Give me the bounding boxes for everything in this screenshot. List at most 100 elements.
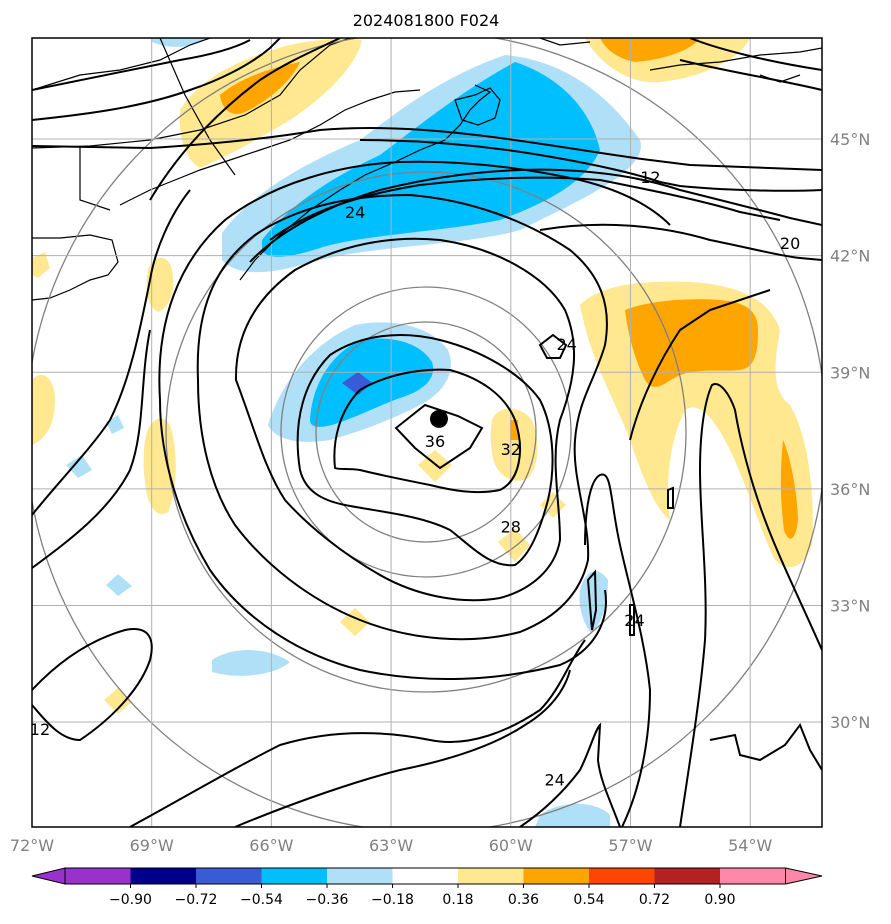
contour-label: 20 <box>780 234 800 253</box>
x-tick-label: 69°W <box>130 836 174 855</box>
chart-title: 2024081800 F024 <box>353 11 500 30</box>
colorbar-tick-label: −0.18 <box>371 892 414 908</box>
contour-line <box>234 237 575 602</box>
colorbar-segment <box>261 868 328 884</box>
contour-label: 24 <box>556 335 576 354</box>
colorbar-tick-label: −0.90 <box>109 892 152 908</box>
x-tick-label: 54°W <box>728 836 772 855</box>
contour-line <box>32 39 251 91</box>
contour-line <box>296 334 554 567</box>
negative-shading <box>66 455 92 478</box>
contour-label: 36 <box>425 432 445 451</box>
contour-line <box>538 333 568 359</box>
coastline <box>539 38 591 46</box>
colorbar-extend-high <box>785 867 823 885</box>
y-tick-label: 30°N <box>830 713 870 732</box>
contour-line <box>519 722 621 827</box>
colorbar-tick-label: 0.72 <box>639 892 670 908</box>
coastline <box>32 38 351 149</box>
contour-line <box>359 139 822 192</box>
contour-label: 12 <box>30 720 50 739</box>
positive-shading <box>220 62 300 115</box>
colorbar-tick-label: −0.72 <box>175 892 218 908</box>
contour-line <box>149 38 341 201</box>
colorbar-tick-label: 0.54 <box>573 892 604 908</box>
border <box>79 146 111 211</box>
y-tick-label: 39°N <box>830 363 870 382</box>
range-ring <box>280 286 572 578</box>
contour-labels: 12 20 24 24 24 24 36 32 28 12 <box>30 168 800 789</box>
contour-label: 32 <box>501 440 521 459</box>
coastline <box>454 87 501 126</box>
contour-line <box>32 189 191 516</box>
contours <box>32 38 822 827</box>
storm-center-marker <box>429 409 448 428</box>
contour-line <box>679 383 822 827</box>
colorbar-extend-low <box>31 867 66 885</box>
x-tick-label: 72°W <box>10 836 54 855</box>
colorbar-segment <box>523 868 590 884</box>
coastline <box>32 38 211 91</box>
positive-shading <box>490 408 538 481</box>
coastline <box>32 234 119 301</box>
negative-shading <box>106 574 132 596</box>
colorbar-tick-label: −0.36 <box>306 892 349 908</box>
contour-line <box>158 160 671 401</box>
contour-label: 12 <box>640 168 660 187</box>
range-ring <box>315 321 537 543</box>
x-axis-ticks: 72°W 69°W 66°W 63°W 60°W 57°W 54°W <box>10 836 773 855</box>
positive-shading <box>32 252 50 278</box>
x-tick-label: 66°W <box>249 836 293 855</box>
contour-line <box>333 368 521 494</box>
colorbar-tick-label: 0.36 <box>508 892 539 908</box>
positive-shading <box>600 38 700 62</box>
colorbar-segment <box>589 868 655 884</box>
contour-label: 24 <box>624 611 644 630</box>
positive-shading <box>780 440 798 539</box>
contour-line <box>32 329 151 569</box>
contour-line <box>394 403 484 470</box>
colorbar-segment <box>720 868 786 884</box>
contour-line <box>709 722 822 771</box>
contour-line <box>32 127 822 171</box>
positive-shading <box>146 257 174 312</box>
contour-line <box>32 628 153 742</box>
colorbar-segment <box>458 868 524 884</box>
colorbar-frame <box>64 867 786 885</box>
contour-line <box>586 569 598 631</box>
contour-line <box>129 639 586 827</box>
map-area: 12 20 24 24 24 24 36 32 28 12 <box>30 38 822 827</box>
contour-label: 24 <box>544 770 564 789</box>
colorbar-tick-label: 0.90 <box>704 892 735 908</box>
negative-shading <box>310 338 434 427</box>
negative-shading <box>535 803 610 827</box>
range-ring <box>165 171 687 693</box>
positive-shading <box>32 374 55 445</box>
negative-shading <box>579 571 608 632</box>
border <box>159 38 236 176</box>
negative-shading <box>212 650 290 676</box>
x-tick-label: 57°W <box>608 836 652 855</box>
colorbar-tick-label: −0.54 <box>240 892 283 908</box>
y-tick-label: 33°N <box>830 596 870 615</box>
positive-shading <box>179 38 362 169</box>
contour-label: 24 <box>345 203 365 222</box>
contour-line <box>539 223 822 261</box>
negative-shading <box>342 372 372 395</box>
coastline <box>119 89 421 206</box>
contour-label: 28 <box>501 518 521 537</box>
colorbar-segment <box>130 868 197 884</box>
contour-line <box>629 289 771 441</box>
negative-shading <box>262 62 600 257</box>
contour-line <box>32 38 281 121</box>
y-axis-ticks: 45°N 42°N 39°N 36°N 33°N 30°N <box>830 130 870 732</box>
contour-line <box>679 59 822 91</box>
x-tick-label: 60°W <box>489 836 533 855</box>
colorbar-segment <box>327 868 393 884</box>
shading-layer <box>32 38 813 827</box>
range-rings <box>32 38 822 827</box>
colorbar-segment <box>65 868 131 884</box>
contour-line <box>234 669 571 827</box>
contour-line <box>667 486 674 509</box>
